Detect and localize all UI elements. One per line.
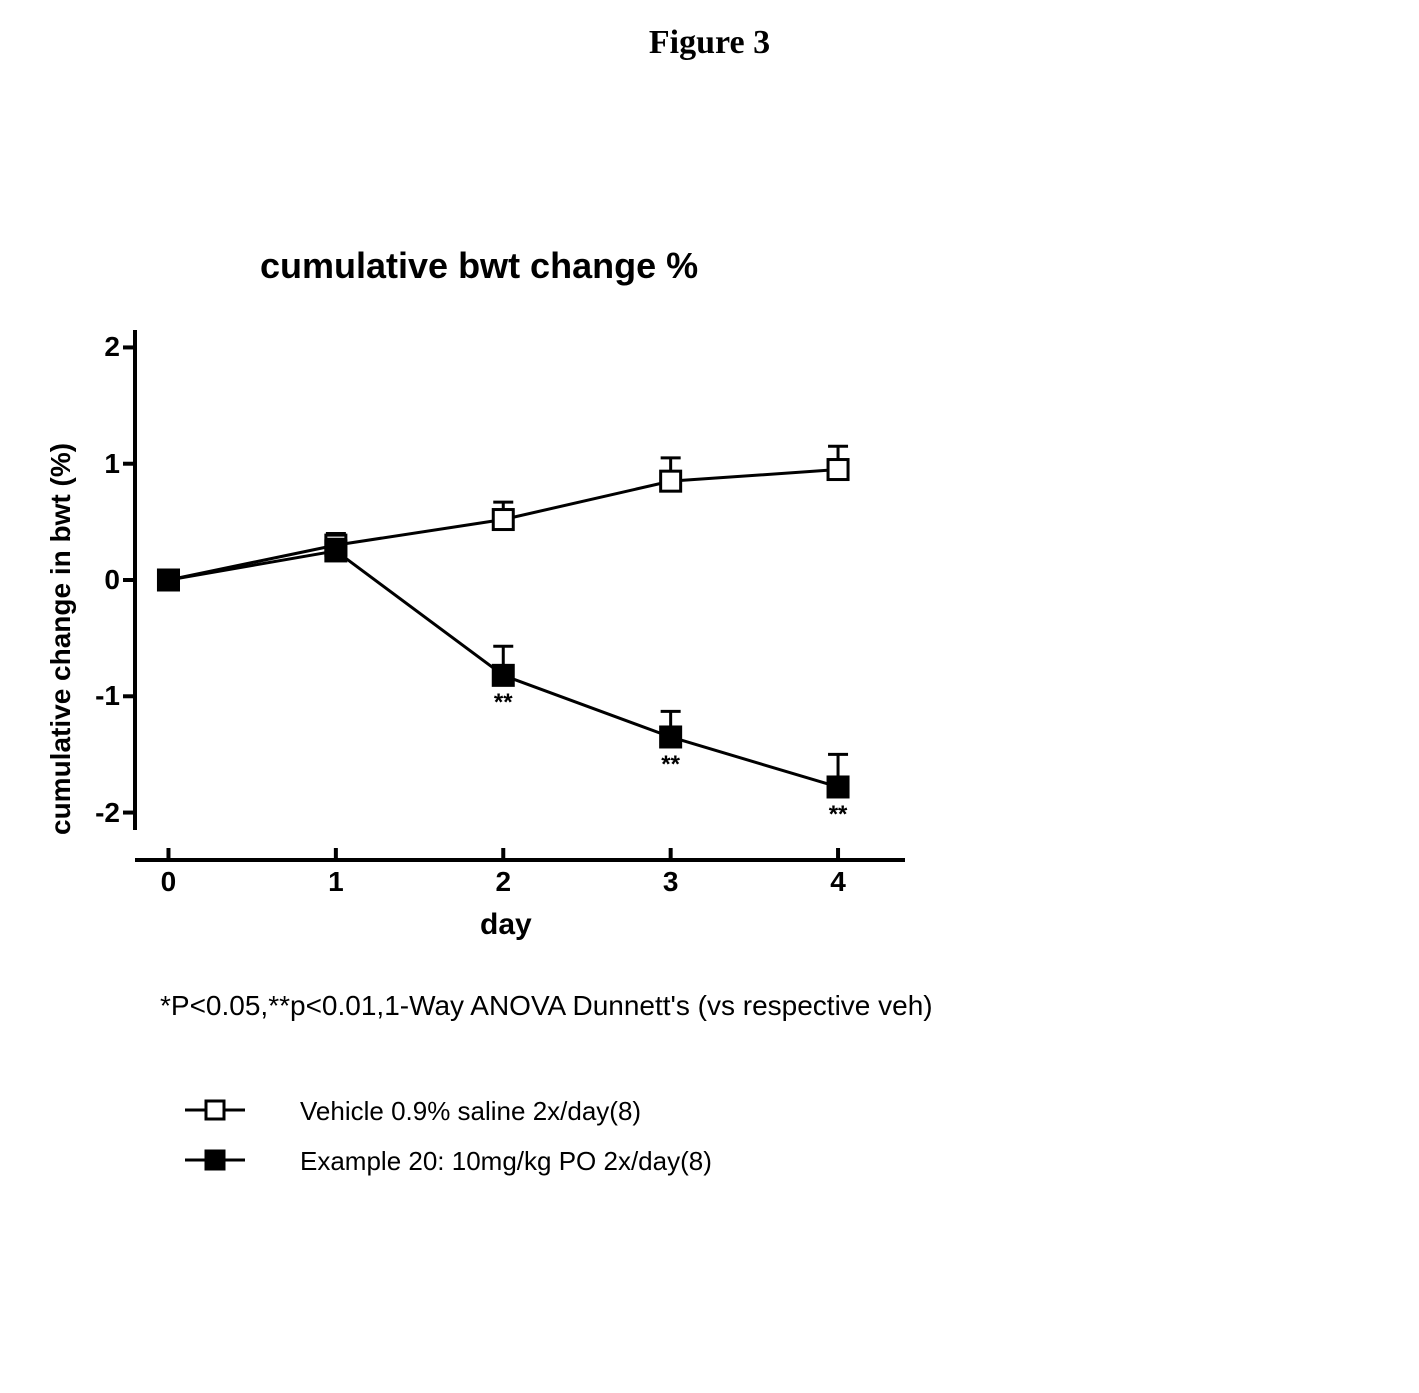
ytick-label: 1 bbox=[80, 448, 120, 480]
ytick-label: -2 bbox=[80, 797, 120, 829]
xtick-label: 1 bbox=[321, 866, 351, 898]
legend-item-vehicle: Vehicle 0.9% saline 2x/day(8) bbox=[300, 1096, 641, 1127]
chart-legend-glyphs bbox=[0, 0, 1419, 1393]
xtick-label: 3 bbox=[656, 866, 686, 898]
ytick-label: -1 bbox=[80, 680, 120, 712]
significance-marker: ** bbox=[818, 801, 858, 829]
significance-marker: ** bbox=[483, 689, 523, 717]
legend-item-example20: Example 20: 10mg/kg PO 2x/day(8) bbox=[300, 1146, 712, 1177]
xtick-label: 2 bbox=[488, 866, 518, 898]
xtick-label: 0 bbox=[153, 866, 183, 898]
significance-marker: ** bbox=[651, 751, 691, 779]
ytick-label: 0 bbox=[80, 564, 120, 596]
page: { "figure_label": "Figure 3", "chart": {… bbox=[0, 0, 1419, 1393]
xtick-label: 4 bbox=[823, 866, 853, 898]
ytick-label: 2 bbox=[80, 331, 120, 363]
